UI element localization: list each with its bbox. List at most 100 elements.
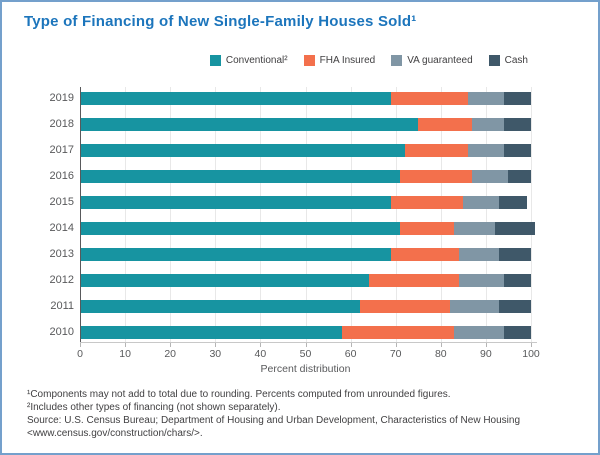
bar-segment-conventional-: [80, 222, 401, 235]
legend-item: FHA Insured: [303, 55, 376, 66]
bar-segment-conventional-: [80, 196, 392, 209]
plot-area: [80, 87, 536, 342]
year-label: 2019: [49, 92, 74, 104]
bar-segment-conventional-: [80, 92, 392, 105]
x-axis-title: Percent distribution: [260, 363, 351, 375]
x-tick-mark: [215, 343, 217, 347]
bar-row: [80, 300, 531, 313]
bar-row: [80, 222, 536, 235]
legend-label: Cash: [504, 55, 528, 66]
x-tick-mark: [80, 343, 81, 347]
x-tick-label: 10: [119, 348, 131, 360]
x-tick-mark: [440, 343, 442, 347]
bar-segment-va-guaranteed: [467, 144, 504, 157]
chart-legend: Conventional² FHA Insured VA guaranteed Cas…: [209, 55, 528, 66]
bar-segment-va-guaranteed: [463, 196, 500, 209]
legend-label: VA guaranteed: [407, 55, 473, 66]
bar-segment-fha-insured: [391, 196, 464, 209]
bar-row: [80, 144, 531, 157]
bar-segment-cash: [494, 222, 536, 235]
x-tick-label: 50: [299, 348, 312, 360]
bar-row: [80, 170, 531, 183]
bar-row: [80, 196, 527, 209]
bar-segment-fha-insured: [400, 222, 455, 235]
legend-label: Conventional²: [225, 55, 288, 66]
bar-segment-cash: [508, 170, 531, 183]
year-label: 2016: [49, 170, 74, 182]
year-label: 2010: [49, 326, 74, 338]
bar-segment-fha-insured: [391, 248, 459, 261]
bar-row: [80, 326, 532, 339]
legend-swatch-icon: [209, 55, 221, 66]
gridline: [440, 87, 442, 342]
gridline: [395, 87, 397, 342]
x-tick-label: 90: [480, 348, 492, 360]
x-tick-mark: [485, 343, 487, 347]
bar-row: [80, 248, 531, 261]
chart-footnotes: ¹Components may not add to total due to …: [27, 388, 587, 440]
bar-row: [80, 118, 532, 131]
legend-swatch-icon: [488, 55, 500, 66]
bar-segment-conventional-: [80, 144, 405, 157]
bar-segment-va-guaranteed: [458, 274, 504, 287]
bar-segment-cash: [503, 274, 531, 287]
gridline: [485, 87, 487, 342]
x-tick-mark: [170, 343, 172, 347]
chart-title: Type of Financing of New Single-Family H…: [24, 13, 417, 30]
x-tick-mark: [395, 343, 397, 347]
x-tick-mark: [350, 343, 352, 347]
gridline: [215, 87, 217, 342]
year-label: 2012: [49, 274, 74, 286]
bar-segment-cash: [503, 144, 531, 157]
bar-segment-conventional-: [80, 170, 401, 183]
x-tick-mark: [531, 343, 532, 347]
footnote-line: Source: U.S. Census Bureau; Department o…: [27, 415, 521, 426]
year-label: 2018: [49, 118, 74, 130]
year-label: 2013: [49, 248, 74, 260]
gridline: [531, 87, 532, 342]
bar-segment-cash: [499, 248, 531, 261]
bar-segment-va-guaranteed: [472, 118, 504, 131]
bar-row: [80, 274, 531, 287]
bar-segment-cash: [499, 196, 527, 209]
year-label: 2014: [49, 222, 74, 234]
x-tick-label: 40: [254, 348, 267, 360]
year-label: 2017: [49, 144, 74, 156]
legend-item: Conventional²: [209, 55, 288, 66]
bar-segment-va-guaranteed: [454, 222, 495, 235]
year-label: 2015: [49, 196, 74, 208]
bar-segment-fha-insured: [359, 300, 450, 313]
bar-segment-va-guaranteed: [454, 326, 504, 339]
bar-segment-conventional-: [80, 300, 360, 313]
x-tick-label: 20: [164, 348, 177, 360]
x-tick-label: 0: [77, 348, 83, 360]
bar-segment-conventional-: [80, 118, 419, 131]
bar-segment-cash: [503, 326, 532, 339]
x-tick-label: 60: [344, 348, 357, 360]
bar-segment-cash: [499, 300, 531, 313]
bar-row: [80, 92, 532, 105]
bar-segment-fha-insured: [418, 118, 473, 131]
x-tick-mark: [125, 343, 127, 347]
bar-segment-fha-insured: [368, 274, 459, 287]
gridline: [125, 87, 127, 342]
x-tick-label: 100: [522, 348, 540, 360]
bar-segment-conventional-: [80, 326, 342, 339]
gridline: [305, 87, 307, 342]
bar-segment-va-guaranteed: [472, 170, 509, 183]
x-tick-label: 30: [209, 348, 222, 360]
legend-label: FHA Insured: [319, 55, 376, 66]
legend-swatch-icon: [391, 55, 403, 66]
x-tick-label: 70: [389, 348, 402, 360]
bar-segment-fha-insured: [404, 144, 468, 157]
x-axis-line: [80, 342, 537, 343]
bar-segment-fha-insured: [341, 326, 455, 339]
footnote-line: ¹Components may not add to total due to …: [27, 389, 451, 400]
bar-segment-va-guaranteed: [449, 300, 500, 313]
gridline: [350, 87, 352, 342]
bar-segment-fha-insured: [400, 170, 473, 183]
y-axis-line: [80, 87, 81, 342]
x-tick-mark: [260, 343, 262, 347]
bar-segment-cash: [503, 92, 532, 105]
